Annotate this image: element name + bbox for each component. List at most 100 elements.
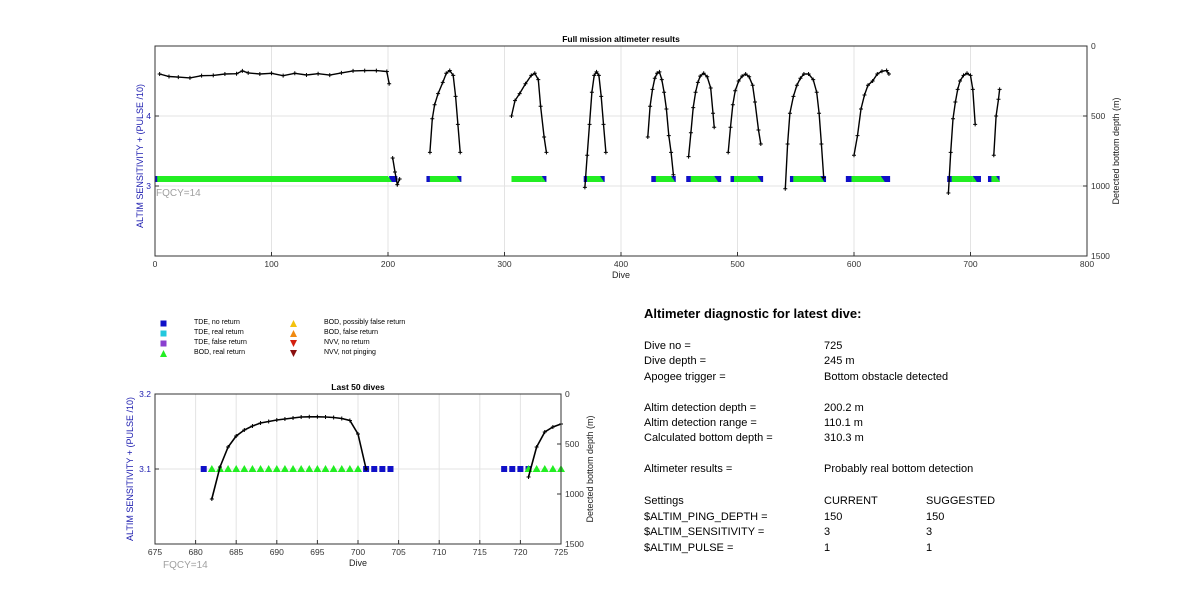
depth-point [538,104,543,109]
tde-marker-run [600,176,605,182]
row-label: Dive depth = [644,355,707,367]
bod-marker-run [991,176,997,182]
bod-marker [272,465,281,472]
y2-axis-label: Detected bottom depth (m) [585,415,595,522]
x-tick-label: 705 [392,547,406,557]
tde-marker-run [757,176,764,182]
depth-point [961,73,966,78]
legend-label: TDE, false return [194,339,247,346]
depth-point [430,116,435,121]
row-label: Altim detection depth = [644,402,757,414]
depth-point [798,76,803,81]
depth-point [536,77,541,82]
depth-point [657,69,662,74]
depth-point [455,122,460,127]
depth-point [750,83,755,88]
depth-point [603,150,608,155]
legend-label: NVV, no return [324,339,370,346]
legend-marker-icon [160,330,167,337]
legend-label: TDE, real return [194,329,244,336]
depth-point [662,90,667,95]
tde-marker [517,466,524,472]
depth-point [862,93,867,97]
bod-marker-edge [820,176,825,182]
bod-marker [329,465,338,472]
legend-triangle-down [290,340,297,347]
depth-point [387,81,392,86]
diagnostic-row: Dive depth = 245 m [644,354,1064,369]
bod-marker-edge [972,176,977,182]
depth-point [785,142,790,146]
settings-suggested-header: SUGGESTED [926,495,996,507]
depth-point [384,69,389,74]
settings-row: $ALTIM_PING_DEPTH = 150 150 [644,510,1064,525]
x-axis-label: Dive [349,558,367,568]
setting-suggested: 3 [926,526,933,538]
settings-header: Settings CURRENT SUGGESTED [644,494,1064,509]
depth-point [315,414,320,419]
x-tick-label: 600 [847,259,861,269]
bod-marker-edge [587,176,591,182]
diagnostic-row: Dive no = 725 [644,339,1064,354]
depth-point [299,415,304,419]
row-value: Bottom obstacle detected [824,371,949,383]
bod-marker-edge [714,176,719,182]
depth-point [274,418,279,422]
depth-point [331,415,336,420]
bod-marker-run [429,176,457,182]
depth-point [316,71,321,76]
settings-label: Settings [644,495,684,507]
x-tick-label: 0 [153,259,158,269]
bod-marker-edge [600,176,605,182]
bod-marker [264,465,273,472]
legend-triangle-up [160,350,167,357]
x-tick-label: 675 [148,547,162,557]
x-tick-label: 300 [497,259,511,269]
bod-marker [321,465,330,472]
depth-point [209,497,214,501]
depth-point [879,69,884,74]
tde-marker-run [845,176,852,182]
bod-marker-edge [793,176,797,182]
tde-marker-run [880,176,891,182]
setting-current: 150 [824,511,843,523]
bod-marker-run [734,176,758,182]
depth-point [886,72,891,76]
x-tick-label: 200 [381,259,395,269]
depth-point [594,69,599,74]
depth-point [269,71,274,76]
tde-marker [379,466,386,472]
tde-marker-run [456,176,462,182]
setting-suggested: 150 [926,511,945,523]
depth-point [811,77,816,82]
depth-point [686,154,691,159]
depth-point [787,111,792,116]
depth-point [432,102,437,107]
bod-marker-run [587,176,601,182]
legend-marker-icon [290,340,297,347]
depth-point [157,72,162,76]
depth-point [965,71,970,76]
legend-marker-icon [290,350,297,357]
depth-line [584,70,607,188]
depth-point [362,68,367,73]
bod-marker [207,465,216,472]
legend-label: BOD, possibly false return [324,319,406,326]
legend-square [160,320,167,327]
depth-point [695,80,700,85]
depth-point [395,182,400,187]
depth-point [397,177,402,181]
depth-point [655,71,660,76]
full-mission-group: 0 100 200 300 400 500 600 700 800 3 4 0 500 1000 1500 F… [135,34,1121,280]
depth-point [307,414,312,419]
depth-line [510,72,548,153]
bod-marker [354,465,362,472]
depth-point [652,76,657,81]
depth-point [752,100,757,104]
depth-point [374,68,379,73]
tde-marker-run [686,176,691,182]
x-tick-label: 685 [229,547,243,557]
legend-marker [290,340,297,347]
tde-marker-run [987,176,992,182]
depth-point [327,73,332,78]
